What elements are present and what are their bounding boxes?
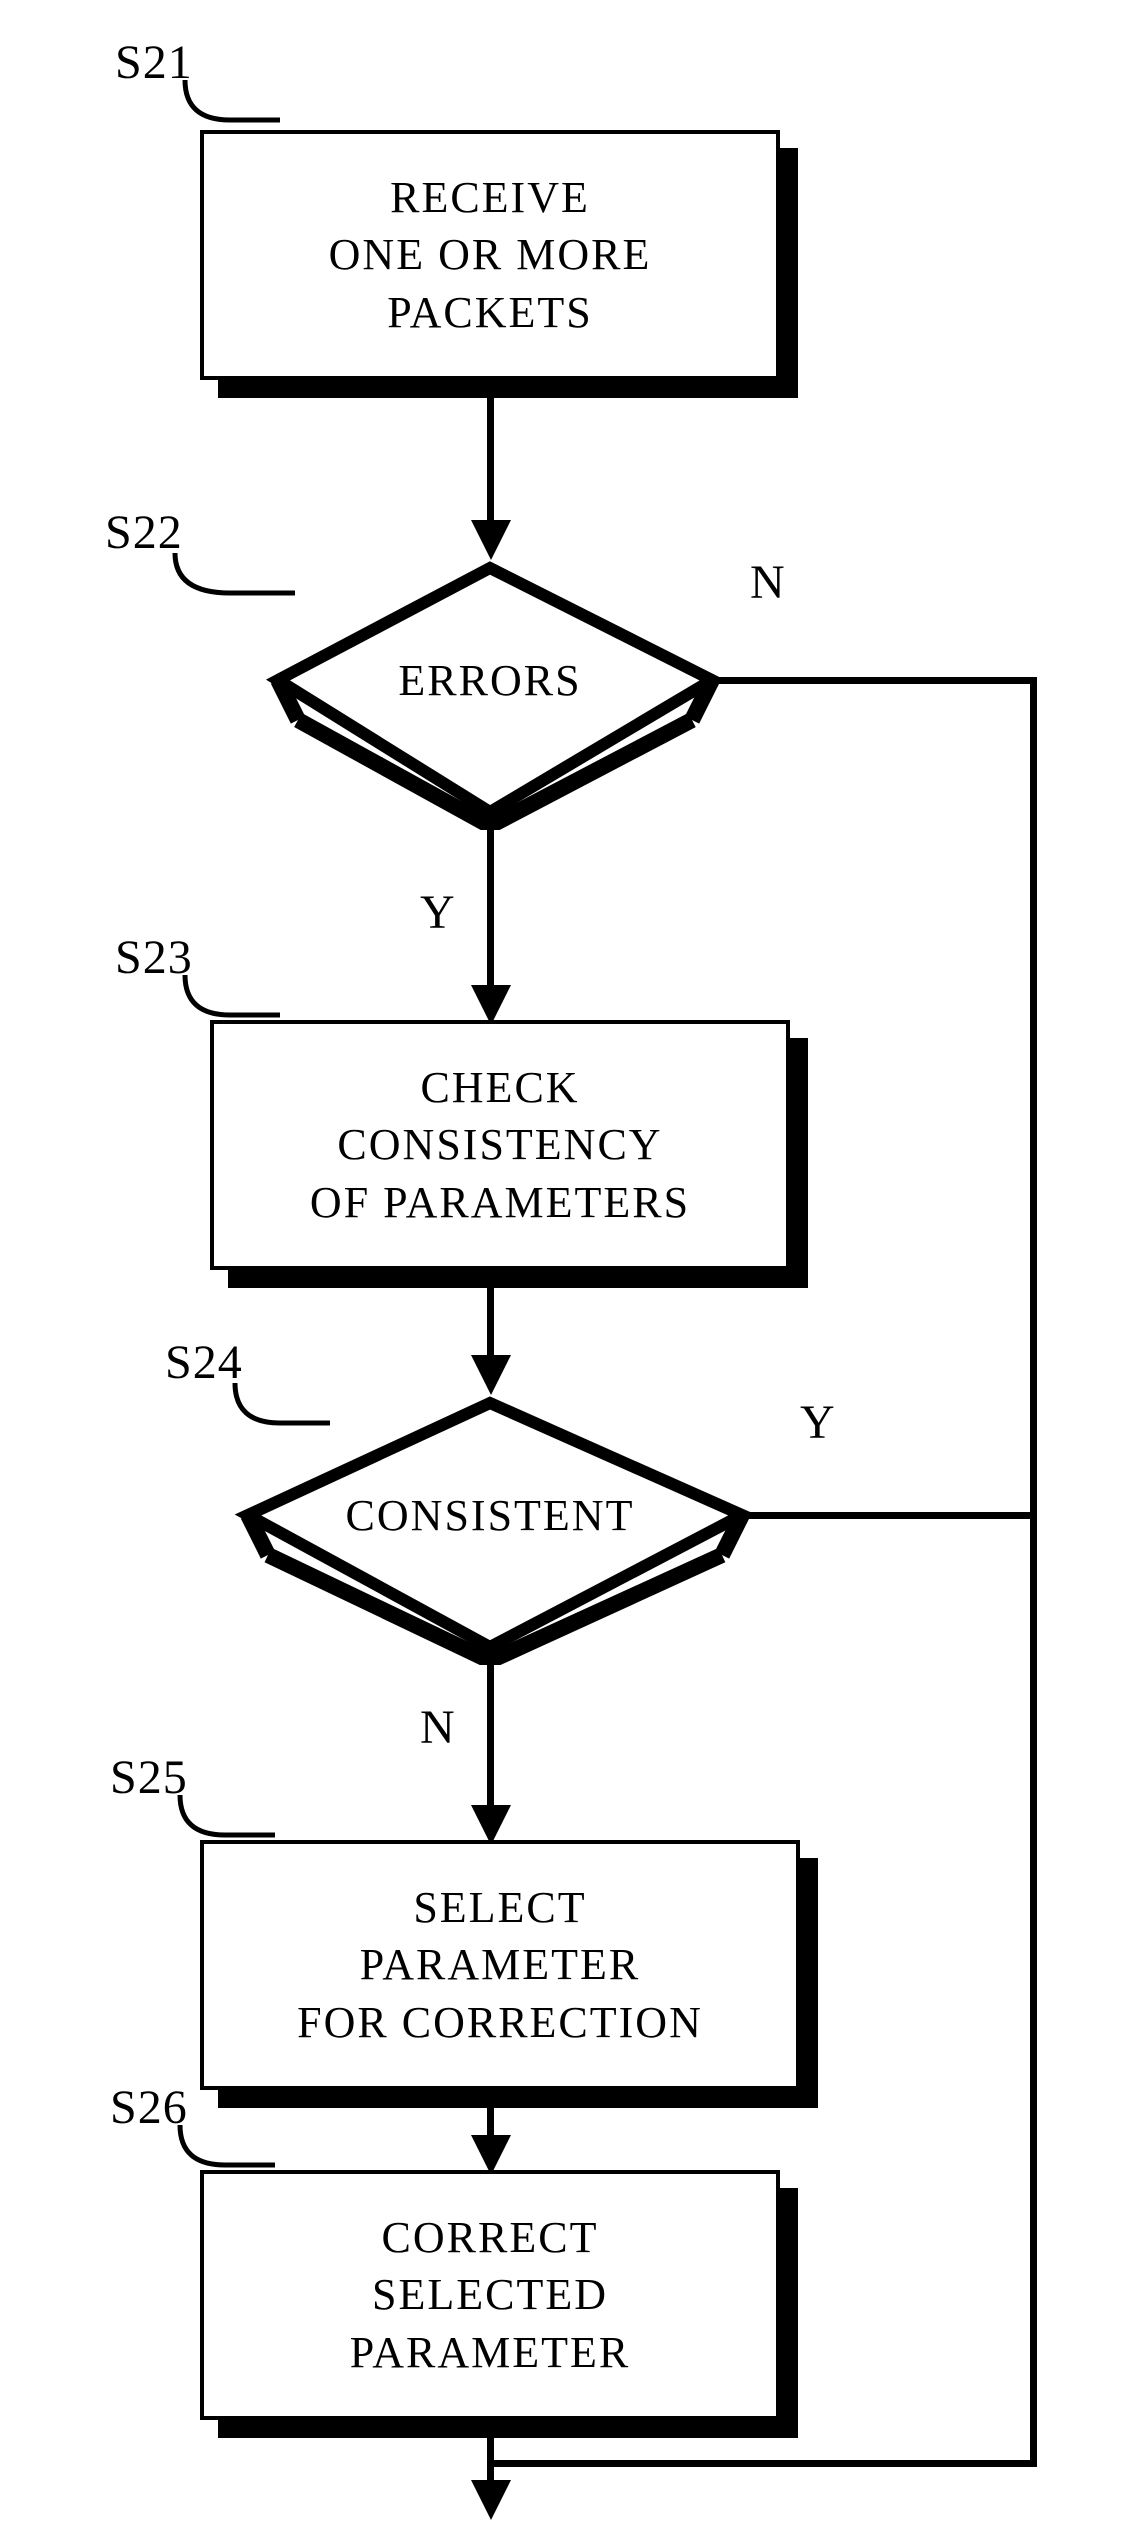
flowchart-container: S21 RECEIVE ONE OR MORE PACKETS S22 ERRO… (0, 0, 1126, 2527)
decision-text-s22: ERRORS (260, 655, 720, 706)
edge-s22-right (712, 677, 1037, 684)
edge-s24-s25 (487, 1650, 494, 1815)
process-text: CHECK CONSISTENCY OF PARAMETERS (310, 1059, 690, 1231)
process-s21: RECEIVE ONE OR MORE PACKETS (200, 130, 780, 380)
step-label-s23: S23 (115, 930, 193, 985)
process-text: RECEIVE ONE OR MORE PACKETS (329, 169, 652, 341)
edge-s22-s23 (487, 820, 494, 995)
step-label-s21: S21 (115, 35, 193, 90)
label-connector-s21 (180, 75, 290, 125)
edge-s21-s22 (487, 398, 494, 533)
merge-line-right (1030, 677, 1037, 2464)
merge-hline (490, 2460, 1037, 2467)
label-connector-s23 (180, 970, 290, 1020)
label-connector-s25 (175, 1790, 285, 1840)
step-label-s25: S25 (110, 1750, 188, 1805)
edge-label-n-s24: N (420, 1700, 456, 1755)
edge-label-y-s22: Y (420, 885, 456, 940)
edge-label-y-s24: Y (800, 1395, 836, 1450)
step-label-s22: S22 (105, 505, 183, 560)
edge-label-n-s22: N (750, 555, 786, 610)
label-connector-s26 (175, 2120, 285, 2170)
decision-text-s24: CONSISTENT (230, 1490, 750, 1541)
arrowhead (471, 985, 511, 1025)
step-label-s26: S26 (110, 2080, 188, 2135)
process-s26: CORRECT SELECTED PARAMETER (200, 2170, 780, 2420)
edge-s24-right (742, 1512, 1037, 1519)
arrowhead (471, 2135, 511, 2175)
process-text: CORRECT SELECTED PARAMETER (350, 2209, 630, 2381)
final-arrowhead (471, 2480, 511, 2520)
arrowhead (471, 1805, 511, 1845)
process-text: SELECT PARAMETER FOR CORRECTION (297, 1879, 703, 2051)
process-s23: CHECK CONSISTENCY OF PARAMETERS (210, 1020, 790, 1270)
process-s25: SELECT PARAMETER FOR CORRECTION (200, 1840, 800, 2090)
step-label-s24: S24 (165, 1335, 243, 1390)
